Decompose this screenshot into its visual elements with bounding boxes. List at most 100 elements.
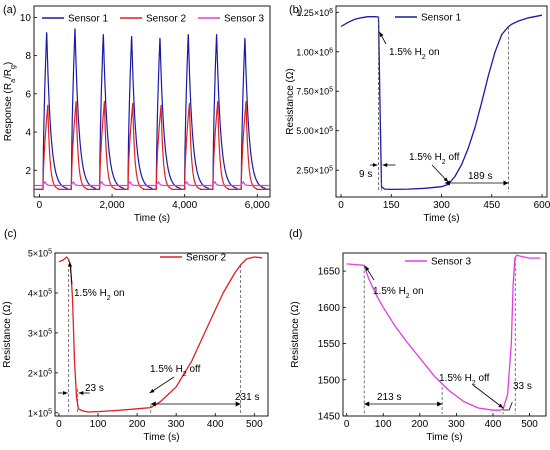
y-tick-label: 8 xyxy=(25,51,31,62)
y-tick-label: 5.00×105 xyxy=(296,126,333,137)
y-tick-label: 4 xyxy=(25,128,31,139)
series-line xyxy=(340,14,543,191)
x-tick-label: 300 xyxy=(448,419,465,430)
series-line xyxy=(34,100,270,190)
plot-frame xyxy=(54,252,269,417)
plot-frame xyxy=(342,252,547,417)
panel-label: (d) xyxy=(289,228,302,240)
x-tick-label: 0 xyxy=(56,419,62,430)
y-tick-label: 1.25×106 xyxy=(296,7,333,17)
arrow-head xyxy=(149,388,155,393)
y-axis-label: Response (Ra/Rg) xyxy=(3,62,17,142)
response-time-label: 213 s xyxy=(377,392,401,403)
panel-label: (b) xyxy=(289,4,302,16)
legend-label: Sensor 2 xyxy=(186,253,226,264)
y-tick-label: 10 xyxy=(20,13,32,24)
recovery-time-label: 189 s xyxy=(468,171,492,182)
x-axis-label: Time (s) xyxy=(134,213,170,224)
interval-bracket xyxy=(503,401,513,411)
x-axis-label: Time (s) xyxy=(143,432,179,443)
y-tick-label: 1500 xyxy=(318,375,341,386)
y-axis-label: Resistance (Ω) xyxy=(290,301,301,367)
y-axis-label: Resistance (Ω) xyxy=(285,68,296,134)
x-axis-label: Time (s) xyxy=(426,432,462,443)
arrow-head xyxy=(364,401,370,407)
y-tick-label: 1×105 xyxy=(28,408,52,419)
arrow-head xyxy=(379,32,384,37)
annotation-arrow xyxy=(472,384,504,409)
x-tick-label: 500 xyxy=(521,419,538,430)
x-tick-label: 450 xyxy=(483,200,500,211)
x-tick-label: 400 xyxy=(485,419,502,430)
x-tick-label: 100 xyxy=(375,419,392,430)
annotation-off: 1.5% H2 off xyxy=(150,364,201,378)
panel-a: (a) 0 2,000 4,000 6,000 2 4 6 8 10 Time (s) Respons… xyxy=(3,4,271,224)
series-line xyxy=(346,254,541,411)
series-line xyxy=(34,28,270,190)
x-tick-label: 300 xyxy=(433,200,450,211)
arrow-head xyxy=(63,391,68,395)
x-tick-label: 2,000 xyxy=(100,200,125,211)
x-tick-label: 150 xyxy=(383,200,400,211)
arrow-head xyxy=(437,401,443,407)
annotation-arrow xyxy=(149,376,175,394)
series-line xyxy=(34,181,270,187)
y-tick-label: 7.50×105 xyxy=(296,86,333,97)
panel-label: (a) xyxy=(3,4,16,16)
arrow-head xyxy=(235,401,241,407)
y-tick-label: 2×105 xyxy=(28,368,52,379)
x-tick-label: 0 xyxy=(344,419,350,430)
y-tick-label: 1450 xyxy=(318,412,341,423)
x-tick-label: 300 xyxy=(168,419,185,430)
y-tick-label: 2 xyxy=(25,166,31,177)
panel-d: (d) 0 100 200 300 400 500 1450 1500 1550 1600 1650 T… xyxy=(289,228,547,443)
y-tick-label: 1600 xyxy=(318,303,341,314)
legend-label: Sensor 1 xyxy=(421,13,461,24)
arrow-head xyxy=(68,262,73,267)
x-tick-label: 500 xyxy=(246,419,263,430)
arrow-head xyxy=(150,401,156,407)
annotation-off: 1.5% H2 off xyxy=(439,373,490,387)
y-tick-label: 1650 xyxy=(318,267,341,278)
recovery-time-label: 33 s xyxy=(513,381,532,392)
annotation-on: 1.5% H2 on xyxy=(373,286,424,300)
annotation-on: 1.5% H2 on xyxy=(74,288,125,302)
panel-c: (c) 0 100 200 300 400 500 1×105 2×105 3×105 4×105 5… xyxy=(2,228,269,443)
annotation-on: 1.5% H2 on xyxy=(389,47,440,61)
arrow-head xyxy=(78,391,84,395)
y-axis-label: Resistance (Ω) xyxy=(2,301,13,367)
x-tick-label: 400 xyxy=(207,419,224,430)
response-time-label: 23 s xyxy=(85,383,104,394)
x-tick-label: 600 xyxy=(534,200,550,211)
x-tick-label: 0 xyxy=(37,200,43,211)
arrow-head xyxy=(498,403,504,408)
response-time-label: 9 s xyxy=(359,169,372,180)
x-tick-label: 4,000 xyxy=(172,200,197,211)
y-tick-label: 1550 xyxy=(318,339,341,350)
panel-label: (c) xyxy=(4,228,17,240)
y-tick-label: 4×105 xyxy=(28,288,52,299)
arrow-head xyxy=(365,266,370,271)
series-group xyxy=(34,28,270,190)
arrow-head xyxy=(372,163,378,167)
x-tick-label: 200 xyxy=(129,419,146,430)
legend-label: Sensor 3 xyxy=(431,257,471,268)
panel-b: (b) 0 150 300 450 600 2.50×105 5.00×105 7.50×105… xyxy=(285,4,550,224)
legend-label: Sensor 1 xyxy=(68,14,108,25)
plot-frame xyxy=(33,5,271,198)
y-tick-label: 2.50×105 xyxy=(296,165,333,176)
x-axis-label: Time (s) xyxy=(423,213,459,224)
arrow-head xyxy=(503,180,509,186)
y-tick-label: 5×105 xyxy=(28,248,52,259)
legend-label: Sensor 3 xyxy=(224,14,264,25)
arrow-head xyxy=(443,177,449,182)
y-tick-label: 6 xyxy=(25,89,31,100)
arrow-head xyxy=(382,163,388,167)
x-tick-label: 6,000 xyxy=(245,200,270,211)
recovery-time-label: 231 s xyxy=(235,392,259,403)
x-tick-label: 0 xyxy=(338,200,344,211)
arrow-head xyxy=(444,180,450,186)
y-tick-label: 3×105 xyxy=(28,328,52,339)
y-tick-label: 1.00×106 xyxy=(296,47,333,58)
